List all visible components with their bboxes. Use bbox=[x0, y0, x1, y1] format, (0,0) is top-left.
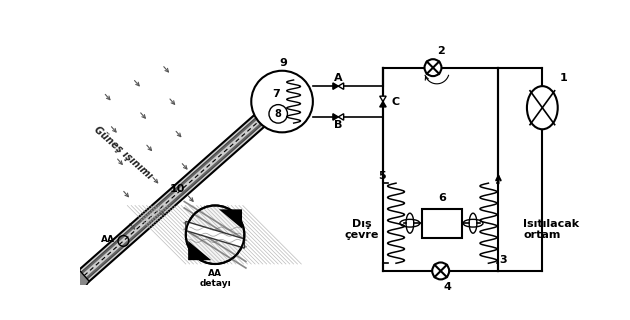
Polygon shape bbox=[69, 274, 84, 291]
Circle shape bbox=[269, 105, 287, 123]
Polygon shape bbox=[79, 77, 307, 281]
Polygon shape bbox=[333, 83, 338, 89]
Polygon shape bbox=[188, 241, 211, 260]
Polygon shape bbox=[83, 81, 304, 277]
Circle shape bbox=[432, 262, 449, 279]
Text: 6: 6 bbox=[438, 193, 446, 203]
Text: 8: 8 bbox=[275, 109, 282, 119]
Polygon shape bbox=[333, 114, 338, 120]
Polygon shape bbox=[186, 221, 244, 248]
FancyBboxPatch shape bbox=[422, 209, 462, 238]
Text: Isıtılacak
ortam: Isıtılacak ortam bbox=[523, 219, 579, 240]
Circle shape bbox=[186, 205, 244, 264]
Text: 9: 9 bbox=[280, 58, 287, 68]
Polygon shape bbox=[81, 80, 305, 279]
Polygon shape bbox=[338, 83, 344, 89]
Text: B: B bbox=[334, 120, 343, 131]
Text: A: A bbox=[334, 73, 343, 84]
Polygon shape bbox=[219, 209, 242, 228]
Circle shape bbox=[425, 59, 442, 76]
Polygon shape bbox=[380, 96, 386, 101]
Text: 7: 7 bbox=[272, 89, 280, 99]
Polygon shape bbox=[338, 114, 344, 120]
Text: C: C bbox=[391, 97, 399, 107]
Text: 3: 3 bbox=[499, 255, 507, 265]
Polygon shape bbox=[69, 270, 89, 290]
Text: Güneş ışınımı: Güneş ışınımı bbox=[91, 124, 154, 181]
Polygon shape bbox=[380, 101, 386, 107]
Text: Dış
çevre: Dış çevre bbox=[344, 219, 379, 240]
Text: 1: 1 bbox=[559, 73, 567, 83]
Circle shape bbox=[251, 71, 313, 132]
Text: 2: 2 bbox=[437, 46, 445, 56]
Text: 10: 10 bbox=[170, 184, 185, 194]
Ellipse shape bbox=[527, 86, 558, 129]
Text: 4: 4 bbox=[444, 283, 452, 292]
Text: AA
detayı: AA detayı bbox=[199, 268, 231, 288]
Text: AA: AA bbox=[101, 235, 115, 244]
Text: 5: 5 bbox=[379, 171, 386, 181]
